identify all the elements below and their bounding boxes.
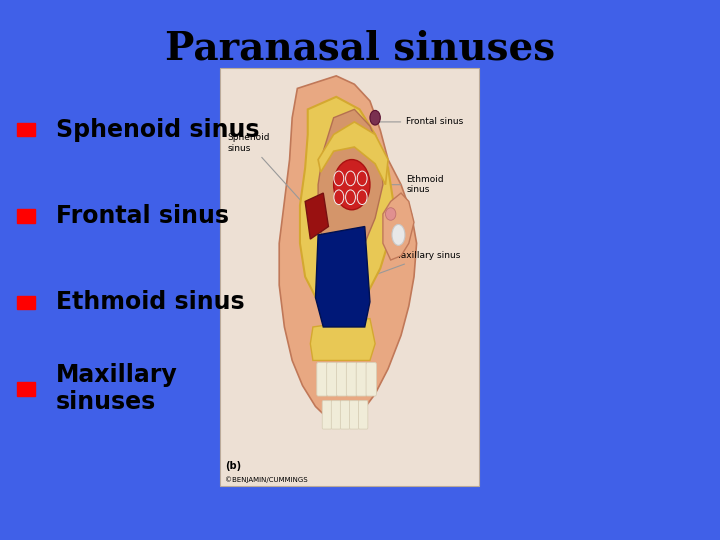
Polygon shape: [318, 122, 388, 185]
Text: Ethmoid sinus: Ethmoid sinus: [56, 291, 245, 314]
Ellipse shape: [392, 225, 405, 245]
FancyBboxPatch shape: [341, 401, 350, 429]
FancyBboxPatch shape: [17, 296, 35, 309]
Text: Sphenoid
sinus: Sphenoid sinus: [228, 133, 311, 212]
FancyBboxPatch shape: [331, 401, 341, 429]
FancyBboxPatch shape: [327, 362, 337, 396]
Polygon shape: [315, 226, 370, 327]
Text: Maxillary sinus: Maxillary sinus: [372, 251, 461, 276]
Ellipse shape: [334, 190, 343, 205]
FancyBboxPatch shape: [356, 362, 366, 396]
FancyBboxPatch shape: [346, 362, 356, 396]
FancyBboxPatch shape: [17, 209, 35, 222]
FancyBboxPatch shape: [17, 123, 35, 136]
Text: Maxillary
sinuses: Maxillary sinuses: [56, 363, 178, 414]
Text: Frontal sinus: Frontal sinus: [378, 117, 464, 126]
Ellipse shape: [370, 110, 380, 125]
Ellipse shape: [346, 190, 356, 205]
Polygon shape: [383, 193, 414, 260]
Ellipse shape: [333, 159, 370, 210]
Text: Paranasal sinuses: Paranasal sinuses: [165, 30, 555, 68]
FancyBboxPatch shape: [366, 362, 377, 396]
Text: ©BENJAMIN/CUMMINGS: ©BENJAMIN/CUMMINGS: [225, 476, 307, 483]
Text: Ethmoid
sinus: Ethmoid sinus: [380, 175, 444, 194]
Polygon shape: [279, 76, 417, 423]
FancyBboxPatch shape: [17, 382, 35, 395]
Text: Sphenoid sinus: Sphenoid sinus: [56, 118, 260, 141]
FancyBboxPatch shape: [336, 362, 347, 396]
Polygon shape: [310, 319, 375, 361]
Text: (b): (b): [225, 461, 241, 471]
FancyBboxPatch shape: [317, 362, 327, 396]
Ellipse shape: [346, 171, 356, 186]
Ellipse shape: [357, 171, 367, 186]
Polygon shape: [300, 97, 393, 310]
Ellipse shape: [357, 190, 367, 205]
Text: Frontal sinus: Frontal sinus: [56, 204, 229, 228]
Polygon shape: [305, 193, 328, 239]
Polygon shape: [318, 109, 383, 256]
FancyBboxPatch shape: [349, 401, 359, 429]
Ellipse shape: [385, 208, 396, 220]
FancyBboxPatch shape: [220, 68, 479, 486]
Ellipse shape: [334, 171, 343, 186]
FancyBboxPatch shape: [323, 401, 332, 429]
FancyBboxPatch shape: [359, 401, 368, 429]
